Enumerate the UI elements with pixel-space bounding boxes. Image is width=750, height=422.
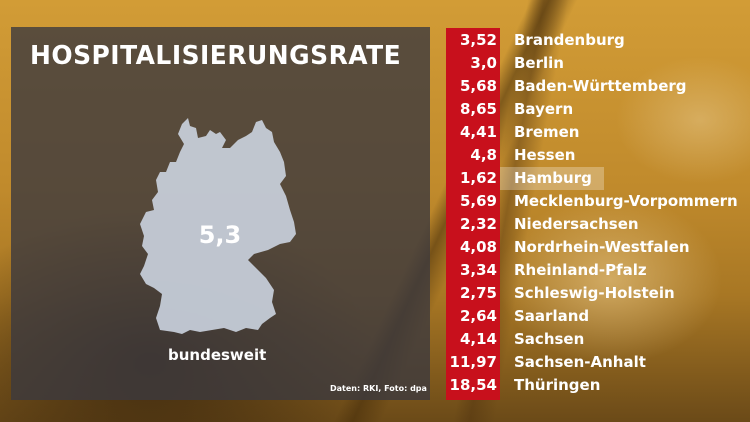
state-name: Berlin — [514, 54, 564, 72]
state-name: Thüringen — [514, 376, 601, 394]
state-value: 8,65 — [459, 100, 497, 118]
state-value: 3,34 — [459, 261, 497, 279]
list-item: 8,65 Bayern — [446, 98, 746, 121]
state-name: Sachsen — [514, 330, 585, 348]
state-name: Nordrhein-Westfalen — [514, 238, 690, 256]
state-name: Brandenburg — [514, 31, 625, 49]
state-name: Bremen — [514, 123, 580, 141]
state-value: 2,64 — [459, 307, 497, 325]
list-item: 3,52 Brandenburg — [446, 29, 746, 52]
list-item: 4,8 Hessen — [446, 144, 746, 167]
state-name: Schleswig-Holstein — [514, 284, 675, 302]
germany-map-icon — [140, 118, 300, 343]
list-item: 4,14 Sachsen — [446, 328, 746, 351]
state-value: 4,41 — [459, 123, 497, 141]
state-value: 18,54 — [449, 376, 497, 394]
state-value: 2,75 — [459, 284, 497, 302]
list-item: 4,08 Nordrhein-Westfalen — [446, 236, 746, 259]
state-name: Baden-Württemberg — [514, 77, 687, 95]
list-item: 18,54 Thüringen — [446, 374, 746, 397]
state-name: Bayern — [514, 100, 574, 118]
state-name: Rheinland-Pfalz — [514, 261, 647, 279]
state-name: Niedersachsen — [514, 215, 639, 233]
state-name: Hamburg — [500, 167, 604, 190]
state-name: Mecklenburg-Vorpommern — [514, 192, 738, 210]
list-item: 4,41 Bremen — [446, 121, 746, 144]
national-rate-label: bundesweit — [168, 346, 267, 364]
state-name: Sachsen-Anhalt — [514, 353, 646, 371]
list-item: 2,75 Schleswig-Holstein — [446, 282, 746, 305]
state-value: 4,08 — [459, 238, 497, 256]
state-value: 11,97 — [449, 353, 497, 371]
state-name: Hessen — [514, 146, 576, 164]
national-rate-value: 5,3 — [198, 221, 242, 249]
state-value: 4,8 — [470, 146, 497, 164]
list-item: 3,34 Rheinland-Pfalz — [446, 259, 746, 282]
state-value: 3,52 — [459, 31, 497, 49]
page-title: HOSPITALISIERUNGSRATE — [30, 41, 402, 71]
list-item: 5,69 Mecklenburg-Vorpommern — [446, 190, 746, 213]
state-value: 3,0 — [470, 54, 497, 72]
state-value: 4,14 — [459, 330, 497, 348]
state-value: 1,62 — [459, 169, 497, 187]
state-value: 5,68 — [459, 77, 497, 95]
list-item-highlighted: 1,62 Hamburg — [446, 167, 746, 190]
list-item: 5,68 Baden-Württemberg — [446, 75, 746, 98]
values-column-background — [446, 28, 500, 400]
list-item: 2,64 Saarland — [446, 305, 746, 328]
state-value: 2,32 — [459, 215, 497, 233]
source-credit: Daten: RKI, Foto: dpa — [330, 384, 427, 393]
list-item: 11,97 Sachsen-Anhalt — [446, 351, 746, 374]
state-name: Saarland — [514, 307, 590, 325]
list-item: 2,32 Niedersachsen — [446, 213, 746, 236]
state-value: 5,69 — [459, 192, 497, 210]
list-item: 3,0 Berlin — [446, 52, 746, 75]
